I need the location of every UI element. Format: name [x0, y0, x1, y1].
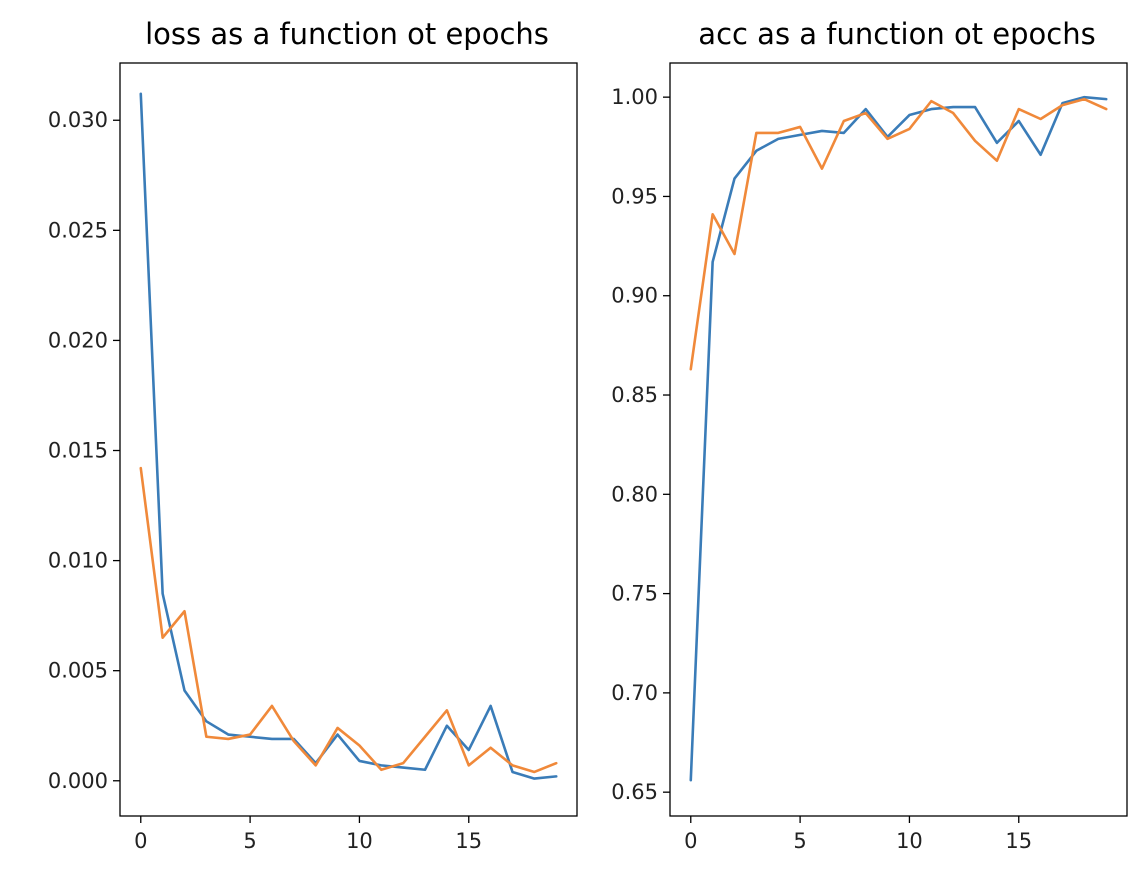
acc-chart-lines — [689, 95, 1108, 782]
loss-chart-x-tick-label: 15 — [455, 829, 482, 853]
acc-chart-y-tick-label: 0.65 — [611, 780, 658, 804]
acc-chart-title: acc as a function ot epochs — [698, 17, 1095, 51]
acc-chart-x-tick-label: 0 — [684, 829, 697, 853]
loss-chart-series-line-orange — [139, 466, 558, 774]
loss-chart-y-tick-label: 0.015 — [48, 439, 108, 463]
loss-chart-title: loss as a function ot epochs — [145, 17, 549, 51]
acc-chart-x-tick-label: 10 — [896, 829, 923, 853]
loss-chart-y-tick-label: 0.020 — [48, 328, 108, 352]
loss-chart-y-tick-label: 0.010 — [48, 549, 108, 573]
acc-chart-x-tick-label: 15 — [1005, 829, 1032, 853]
loss-chart-y-tick-label: 0.030 — [48, 108, 108, 132]
acc-chart-y-tick-label: 1.00 — [611, 85, 658, 109]
acc-chart-y-tick-label: 0.85 — [611, 383, 658, 407]
acc-chart-axes-frame — [669, 62, 1128, 817]
acc-chart-y-tick-label: 0.75 — [611, 582, 658, 606]
acc-chart-y-tick-label: 0.70 — [611, 681, 658, 705]
loss-chart-panel: loss as a function ot epochs 0 5 10 15 0.000… — [48, 17, 578, 853]
acc-chart-panel: acc as a function ot epochs 0 5 10 15 0.65 0.… — [611, 17, 1128, 853]
loss-chart-x-tick-label: 0 — [134, 829, 147, 853]
acc-chart-series-line-orange — [689, 97, 1108, 371]
acc-chart-y-tick-label: 0.80 — [611, 482, 658, 506]
loss-chart-lines — [139, 92, 558, 780]
loss-chart-series-line-blue — [139, 92, 558, 780]
loss-chart-y-tick-label: 0.025 — [48, 218, 108, 242]
acc-chart-series-line-blue — [689, 95, 1108, 782]
loss-chart-y-tick-label: 0.000 — [48, 769, 108, 793]
loss-chart-x-tick-label: 5 — [243, 829, 256, 853]
loss-chart-axes-frame — [119, 62, 578, 817]
acc-chart-ticks: 0 5 10 15 0.65 0.70 0.75 0.80 0.85 0.90 0.95 1.00 — [611, 85, 1032, 853]
acc-chart-y-tick-label: 0.95 — [611, 184, 658, 208]
acc-chart-x-tick-label: 5 — [793, 829, 806, 853]
acc-chart-y-tick-label: 0.90 — [611, 284, 658, 308]
loss-chart-ticks: 0 5 10 15 0.000 0.005 0.010 0.015 0.020 0.025 0.03… — [48, 108, 482, 853]
loss-chart-x-tick-label: 10 — [346, 829, 373, 853]
loss-chart-y-tick-label: 0.005 — [48, 659, 108, 683]
